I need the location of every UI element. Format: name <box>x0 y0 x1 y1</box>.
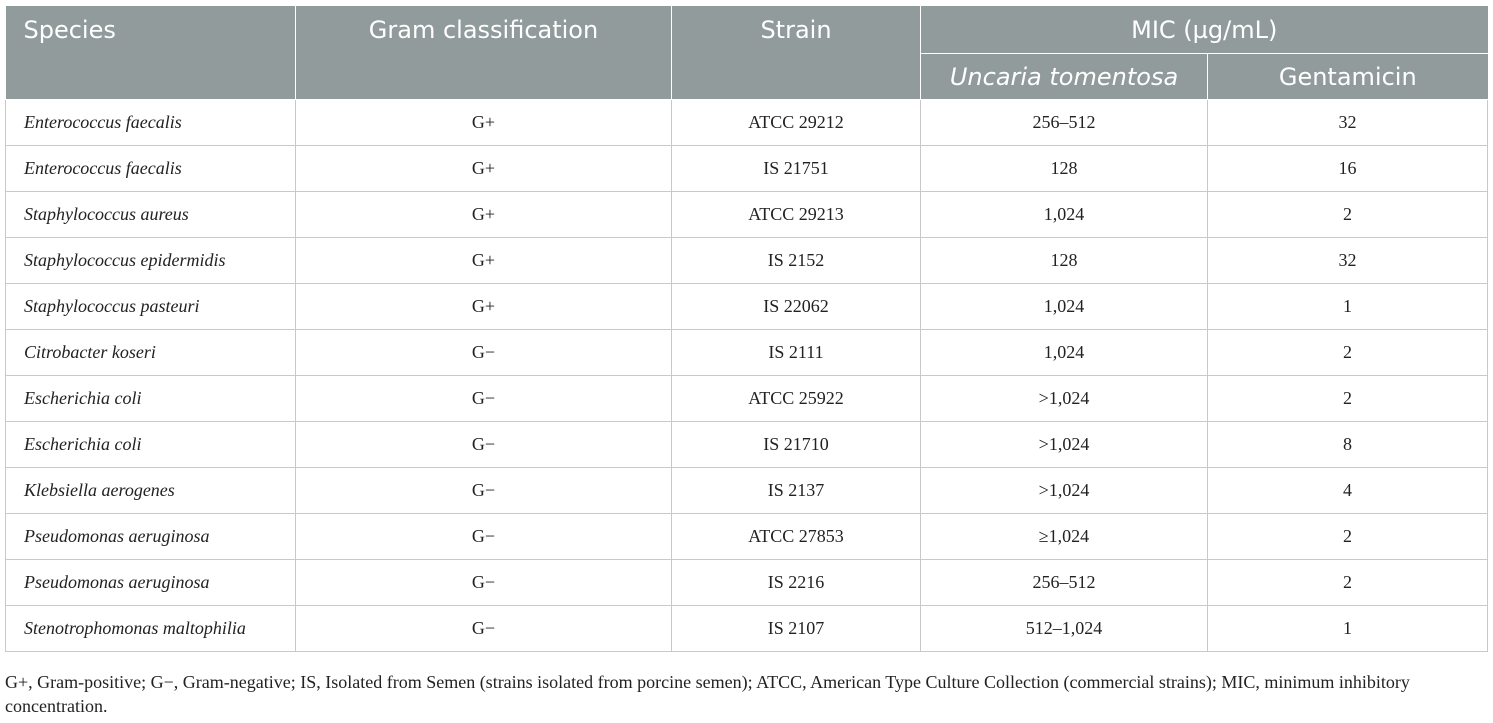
strain-cell: IS 2137 <box>671 467 921 514</box>
table-row: Staphylococcus aureus G+ ATCC 29213 1,024 2 <box>5 191 1488 238</box>
species-cell: Citrobacter koseri <box>5 329 296 376</box>
gentamicin-mic-cell: 4 <box>1207 467 1488 514</box>
uncaria-mic-cell: >1,024 <box>920 467 1208 514</box>
table-row: Citrobacter koseri G− IS 2111 1,024 2 <box>5 329 1488 376</box>
mic-table-container: Species Gram classification Strain MIC (… <box>5 6 1488 652</box>
gentamicin-mic-cell: 2 <box>1207 559 1488 606</box>
table-row: Escherichia coli G− ATCC 25922 >1,024 2 <box>5 375 1488 422</box>
species-cell: Enterococcus faecalis <box>5 99 296 146</box>
table-row: Pseudomonas aeruginosa G− ATCC 27853 ≥1,024… <box>5 513 1488 560</box>
strain-cell: ATCC 29212 <box>671 99 921 146</box>
uncaria-mic-cell: 512–1,024 <box>920 605 1208 652</box>
gram-cell: G− <box>295 329 672 376</box>
header-species: Species <box>5 6 296 100</box>
species-cell: Staphylococcus epidermidis <box>5 237 296 284</box>
header-gentamicin: Gentamicin <box>1207 53 1488 100</box>
strain-cell: ATCC 25922 <box>671 375 921 422</box>
gentamicin-mic-cell: 8 <box>1207 421 1488 468</box>
gram-cell: G− <box>295 421 672 468</box>
species-cell: Klebsiella aerogenes <box>5 467 296 514</box>
uncaria-mic-cell: 1,024 <box>920 329 1208 376</box>
header-strain: Strain <box>671 6 921 100</box>
uncaria-mic-cell: 1,024 <box>920 191 1208 238</box>
strain-cell: ATCC 29213 <box>671 191 921 238</box>
gram-cell: G+ <box>295 191 672 238</box>
gram-cell: G+ <box>295 283 672 330</box>
strain-cell: IS 21751 <box>671 145 921 192</box>
uncaria-mic-cell: 128 <box>920 237 1208 284</box>
strain-cell: IS 22062 <box>671 283 921 330</box>
table-row: Staphylococcus epidermidis G+ IS 2152 128 32 <box>5 237 1488 284</box>
gram-cell: G+ <box>295 99 672 146</box>
species-cell: Escherichia coli <box>5 421 296 468</box>
table-row: Stenotrophomonas maltophilia G− IS 2107 512… <box>5 605 1488 652</box>
table-header: Species Gram classification Strain MIC (… <box>5 6 1488 100</box>
table-row: Staphylococcus pasteuri G+ IS 22062 1,024 1 <box>5 283 1488 330</box>
species-cell: Enterococcus faecalis <box>5 145 296 192</box>
gram-cell: G+ <box>295 145 672 192</box>
table-row: Enterococcus faecalis G+ ATCC 29212 256–512… <box>5 99 1488 146</box>
gentamicin-mic-cell: 2 <box>1207 329 1488 376</box>
species-cell: Stenotrophomonas maltophilia <box>5 605 296 652</box>
species-cell: Escherichia coli <box>5 375 296 422</box>
species-cell: Pseudomonas aeruginosa <box>5 559 296 606</box>
species-cell: Staphylococcus pasteuri <box>5 283 296 330</box>
gram-cell: G− <box>295 467 672 514</box>
gentamicin-mic-cell: 2 <box>1207 191 1488 238</box>
uncaria-mic-cell: >1,024 <box>920 421 1208 468</box>
table-body: Enterococcus faecalis G+ ATCC 29212 256–512… <box>5 99 1488 652</box>
uncaria-mic-cell: 256–512 <box>920 559 1208 606</box>
species-cell: Pseudomonas aeruginosa <box>5 513 296 560</box>
gentamicin-mic-cell: 2 <box>1207 375 1488 422</box>
gram-cell: G− <box>295 559 672 606</box>
strain-cell: IS 2216 <box>671 559 921 606</box>
uncaria-mic-cell: 1,024 <box>920 283 1208 330</box>
header-uncaria-tomentosa: Uncaria tomentosa <box>920 53 1208 100</box>
strain-cell: IS 2152 <box>671 237 921 284</box>
gram-cell: G− <box>295 605 672 652</box>
uncaria-mic-cell: 256–512 <box>920 99 1208 146</box>
strain-cell: IS 21710 <box>671 421 921 468</box>
table-row: Pseudomonas aeruginosa G− IS 2216 256–512 2 <box>5 559 1488 606</box>
uncaria-mic-cell: >1,024 <box>920 375 1208 422</box>
gentamicin-mic-cell: 32 <box>1207 99 1488 146</box>
gram-cell: G+ <box>295 237 672 284</box>
species-cell: Staphylococcus aureus <box>5 191 296 238</box>
strain-cell: IS 2107 <box>671 605 921 652</box>
table-row: Escherichia coli G− IS 21710 >1,024 8 <box>5 421 1488 468</box>
gentamicin-mic-cell: 32 <box>1207 237 1488 284</box>
header-gram-classification: Gram classification <box>295 6 672 100</box>
gentamicin-mic-cell: 1 <box>1207 605 1488 652</box>
mic-table: Species Gram classification Strain MIC (… <box>5 6 1488 652</box>
table-row: Enterococcus faecalis G+ IS 21751 128 16 <box>5 145 1488 192</box>
gram-cell: G− <box>295 513 672 560</box>
gentamicin-mic-cell: 1 <box>1207 283 1488 330</box>
uncaria-mic-cell: ≥1,024 <box>920 513 1208 560</box>
table-row: Klebsiella aerogenes G− IS 2137 >1,024 4 <box>5 467 1488 514</box>
uncaria-mic-cell: 128 <box>920 145 1208 192</box>
table-footnote: G+, Gram-positive; G−, Gram-negative; IS… <box>5 672 1410 716</box>
strain-cell: ATCC 27853 <box>671 513 921 560</box>
gram-cell: G− <box>295 375 672 422</box>
gentamicin-mic-cell: 2 <box>1207 513 1488 560</box>
gentamicin-mic-cell: 16 <box>1207 145 1488 192</box>
strain-cell: IS 2111 <box>671 329 921 376</box>
header-mic: MIC (µg/mL) <box>920 6 1488 54</box>
